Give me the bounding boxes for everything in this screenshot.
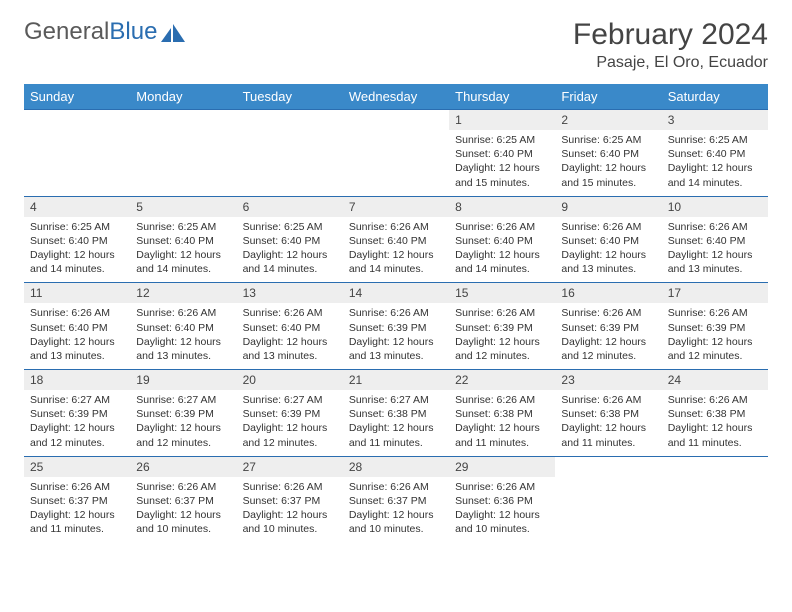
day-content-cell: Sunrise: 6:26 AMSunset: 6:40 PMDaylight:… bbox=[343, 217, 449, 283]
day-content-row: Sunrise: 6:26 AMSunset: 6:40 PMDaylight:… bbox=[24, 303, 768, 369]
day-content-cell: Sunrise: 6:26 AMSunset: 6:37 PMDaylight:… bbox=[343, 477, 449, 543]
day-number-cell bbox=[237, 110, 343, 131]
logo-text-blue: Blue bbox=[109, 18, 157, 46]
day-number-cell: 13 bbox=[237, 283, 343, 304]
day-number-row: 45678910 bbox=[24, 196, 768, 217]
day-content-cell: Sunrise: 6:25 AMSunset: 6:40 PMDaylight:… bbox=[449, 130, 555, 196]
day-number-cell: 1 bbox=[449, 110, 555, 131]
day-content-cell: Sunrise: 6:26 AMSunset: 6:38 PMDaylight:… bbox=[555, 390, 661, 456]
weekday-header: Friday bbox=[555, 84, 661, 110]
logo-sail-icon bbox=[161, 22, 187, 42]
day-content-cell: Sunrise: 6:25 AMSunset: 6:40 PMDaylight:… bbox=[24, 217, 130, 283]
day-number-cell: 17 bbox=[662, 283, 768, 304]
day-number-row: 18192021222324 bbox=[24, 370, 768, 391]
weekday-header: Monday bbox=[130, 84, 236, 110]
day-number-cell: 3 bbox=[662, 110, 768, 131]
day-content-cell: Sunrise: 6:26 AMSunset: 6:37 PMDaylight:… bbox=[237, 477, 343, 543]
title-block: February 2024 Pasaje, El Oro, Ecuador bbox=[573, 18, 768, 72]
day-number-cell: 21 bbox=[343, 370, 449, 391]
calendar-table: SundayMondayTuesdayWednesdayThursdayFrid… bbox=[24, 84, 768, 542]
location: Pasaje, El Oro, Ecuador bbox=[573, 54, 768, 72]
day-number-cell: 8 bbox=[449, 196, 555, 217]
day-content-cell: Sunrise: 6:26 AMSunset: 6:38 PMDaylight:… bbox=[662, 390, 768, 456]
day-content-row: Sunrise: 6:26 AMSunset: 6:37 PMDaylight:… bbox=[24, 477, 768, 543]
day-content-cell: Sunrise: 6:26 AMSunset: 6:37 PMDaylight:… bbox=[24, 477, 130, 543]
weekday-header: Wednesday bbox=[343, 84, 449, 110]
day-content-cell: Sunrise: 6:26 AMSunset: 6:40 PMDaylight:… bbox=[449, 217, 555, 283]
day-number-cell: 9 bbox=[555, 196, 661, 217]
day-content-cell: Sunrise: 6:25 AMSunset: 6:40 PMDaylight:… bbox=[555, 130, 661, 196]
day-content-cell bbox=[130, 130, 236, 196]
day-number-cell: 18 bbox=[24, 370, 130, 391]
day-number-cell: 6 bbox=[237, 196, 343, 217]
day-content-cell: Sunrise: 6:26 AMSunset: 6:39 PMDaylight:… bbox=[449, 303, 555, 369]
day-content-row: Sunrise: 6:27 AMSunset: 6:39 PMDaylight:… bbox=[24, 390, 768, 456]
day-content-cell: Sunrise: 6:25 AMSunset: 6:40 PMDaylight:… bbox=[237, 217, 343, 283]
weekday-header: Tuesday bbox=[237, 84, 343, 110]
day-content-row: Sunrise: 6:25 AMSunset: 6:40 PMDaylight:… bbox=[24, 217, 768, 283]
day-content-cell: Sunrise: 6:26 AMSunset: 6:39 PMDaylight:… bbox=[343, 303, 449, 369]
day-content-cell: Sunrise: 6:26 AMSunset: 6:38 PMDaylight:… bbox=[449, 390, 555, 456]
day-content-cell: Sunrise: 6:25 AMSunset: 6:40 PMDaylight:… bbox=[662, 130, 768, 196]
day-number-row: 123 bbox=[24, 110, 768, 131]
day-number-cell: 22 bbox=[449, 370, 555, 391]
day-content-cell: Sunrise: 6:27 AMSunset: 6:39 PMDaylight:… bbox=[130, 390, 236, 456]
day-number-cell: 27 bbox=[237, 456, 343, 477]
day-number-cell: 29 bbox=[449, 456, 555, 477]
day-number-cell: 14 bbox=[343, 283, 449, 304]
day-content-cell bbox=[237, 130, 343, 196]
day-number-cell: 28 bbox=[343, 456, 449, 477]
day-content-cell: Sunrise: 6:26 AMSunset: 6:37 PMDaylight:… bbox=[130, 477, 236, 543]
day-number-cell: 15 bbox=[449, 283, 555, 304]
weekday-header: Sunday bbox=[24, 84, 130, 110]
day-content-cell: Sunrise: 6:26 AMSunset: 6:36 PMDaylight:… bbox=[449, 477, 555, 543]
logo: GeneralBlue bbox=[24, 18, 187, 46]
day-number-cell: 19 bbox=[130, 370, 236, 391]
day-content-cell: Sunrise: 6:25 AMSunset: 6:40 PMDaylight:… bbox=[130, 217, 236, 283]
day-number-cell: 26 bbox=[130, 456, 236, 477]
day-number-cell: 11 bbox=[24, 283, 130, 304]
day-number-cell bbox=[24, 110, 130, 131]
day-number-cell: 12 bbox=[130, 283, 236, 304]
day-number-cell: 24 bbox=[662, 370, 768, 391]
day-number-cell bbox=[662, 456, 768, 477]
day-number-cell bbox=[130, 110, 236, 131]
header: GeneralBlue February 2024 Pasaje, El Oro… bbox=[24, 18, 768, 72]
day-content-cell bbox=[24, 130, 130, 196]
day-content-cell bbox=[662, 477, 768, 543]
day-content-cell: Sunrise: 6:26 AMSunset: 6:39 PMDaylight:… bbox=[662, 303, 768, 369]
day-number-cell: 2 bbox=[555, 110, 661, 131]
day-number-cell: 5 bbox=[130, 196, 236, 217]
day-content-cell: Sunrise: 6:27 AMSunset: 6:38 PMDaylight:… bbox=[343, 390, 449, 456]
day-content-cell: Sunrise: 6:26 AMSunset: 6:40 PMDaylight:… bbox=[237, 303, 343, 369]
day-number-cell: 23 bbox=[555, 370, 661, 391]
day-number-row: 11121314151617 bbox=[24, 283, 768, 304]
day-number-cell bbox=[343, 110, 449, 131]
weekday-header-row: SundayMondayTuesdayWednesdayThursdayFrid… bbox=[24, 84, 768, 110]
weekday-header: Saturday bbox=[662, 84, 768, 110]
day-number-cell: 16 bbox=[555, 283, 661, 304]
day-content-row: Sunrise: 6:25 AMSunset: 6:40 PMDaylight:… bbox=[24, 130, 768, 196]
day-number-cell: 20 bbox=[237, 370, 343, 391]
day-content-cell: Sunrise: 6:27 AMSunset: 6:39 PMDaylight:… bbox=[24, 390, 130, 456]
day-number-cell: 25 bbox=[24, 456, 130, 477]
day-content-cell bbox=[555, 477, 661, 543]
logo-text-general: General bbox=[24, 18, 109, 46]
day-content-cell: Sunrise: 6:26 AMSunset: 6:40 PMDaylight:… bbox=[130, 303, 236, 369]
day-content-cell: Sunrise: 6:26 AMSunset: 6:40 PMDaylight:… bbox=[555, 217, 661, 283]
weekday-header: Thursday bbox=[449, 84, 555, 110]
day-content-cell: Sunrise: 6:27 AMSunset: 6:39 PMDaylight:… bbox=[237, 390, 343, 456]
day-number-cell: 4 bbox=[24, 196, 130, 217]
day-number-row: 2526272829 bbox=[24, 456, 768, 477]
day-number-cell: 7 bbox=[343, 196, 449, 217]
day-content-cell: Sunrise: 6:26 AMSunset: 6:39 PMDaylight:… bbox=[555, 303, 661, 369]
day-number-cell bbox=[555, 456, 661, 477]
day-number-cell: 10 bbox=[662, 196, 768, 217]
month-title: February 2024 bbox=[573, 18, 768, 52]
day-content-cell: Sunrise: 6:26 AMSunset: 6:40 PMDaylight:… bbox=[24, 303, 130, 369]
day-content-cell: Sunrise: 6:26 AMSunset: 6:40 PMDaylight:… bbox=[662, 217, 768, 283]
day-content-cell bbox=[343, 130, 449, 196]
